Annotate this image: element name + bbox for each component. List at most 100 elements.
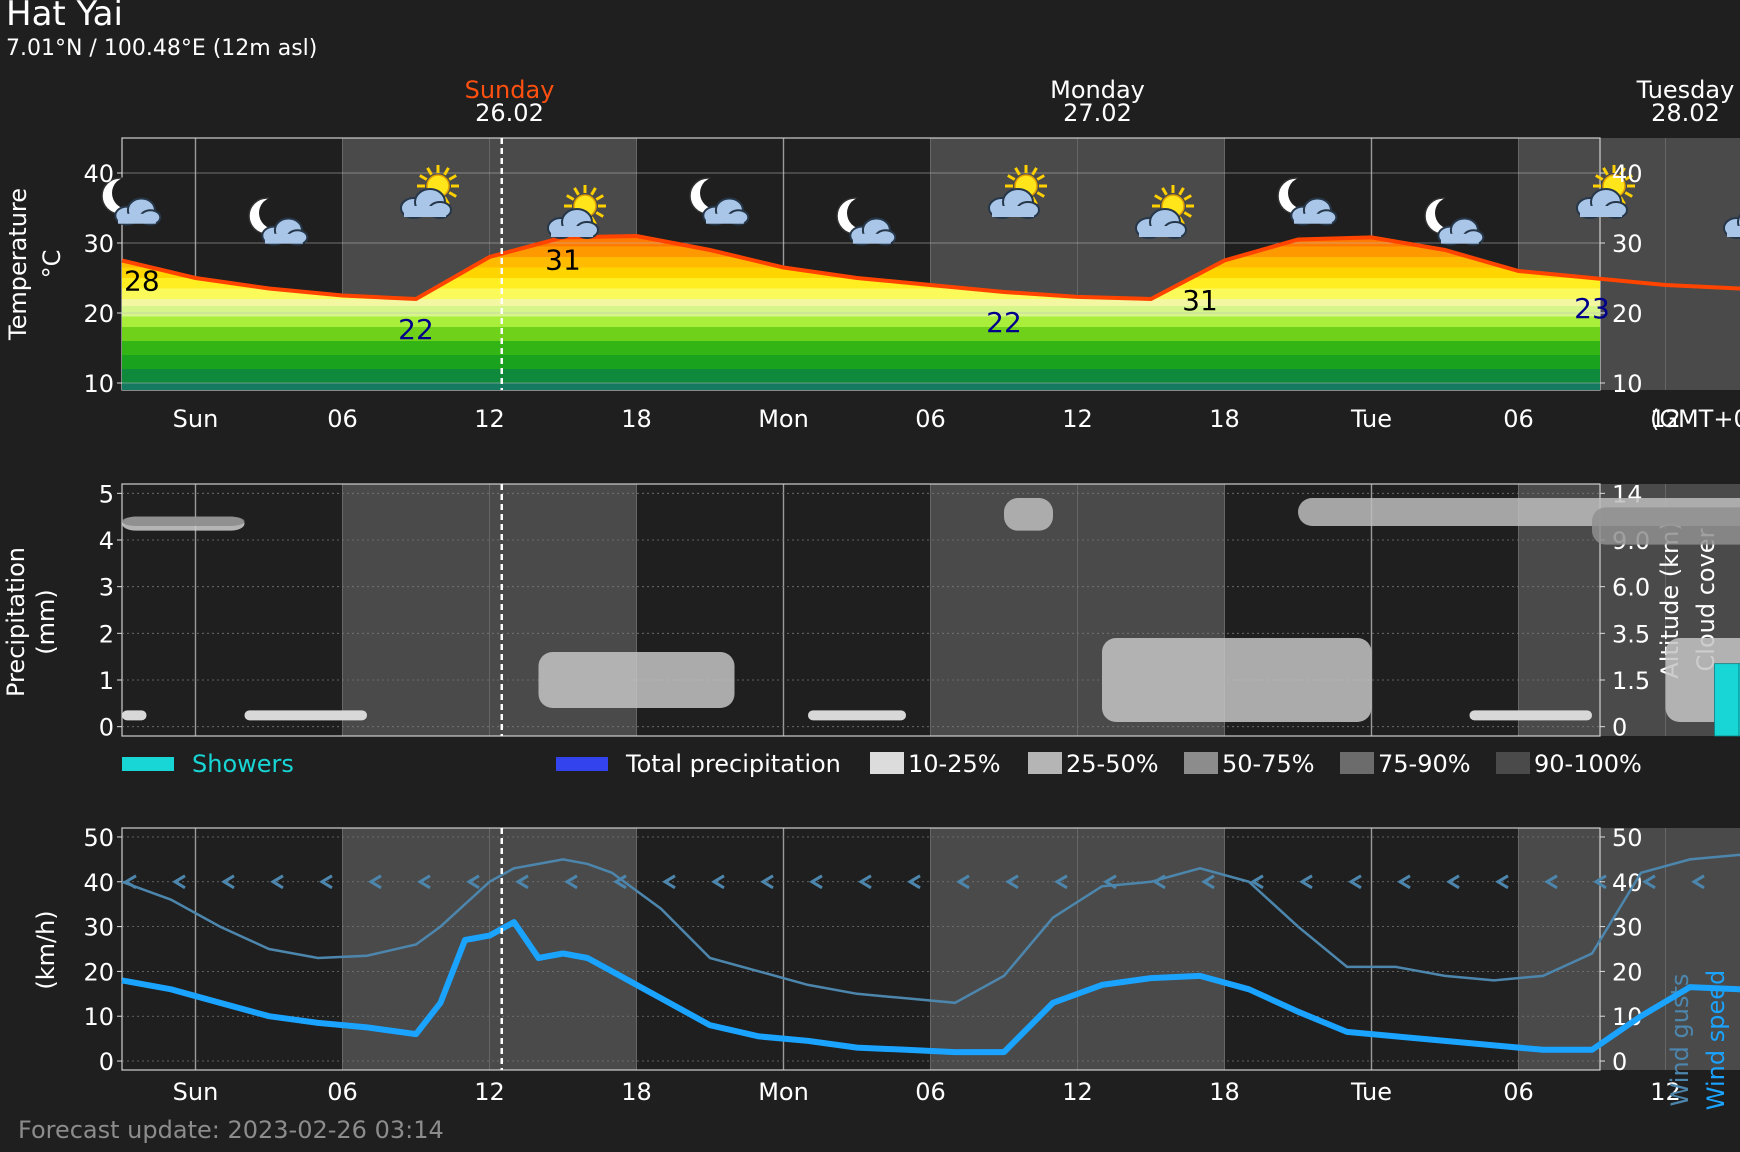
sun-ray [595,211,604,218]
wind-direction-arrow [760,874,774,890]
temperature-band [122,341,1600,355]
wind-direction-arrow [662,874,676,890]
weather-icons [101,165,1740,246]
cloud-cover-blob [122,516,245,526]
wind-direction-arrow [956,874,970,890]
sun-ray [1595,174,1604,181]
sun-ray [595,194,604,201]
x-tick-label: 06 [327,405,358,433]
arrow-head [564,874,578,890]
wind-direction-arrow [1054,874,1068,890]
x-tick-label: Tue [1350,405,1392,433]
cloud-part [1580,206,1622,217]
sun-cloud-icon [1576,165,1635,219]
temp-ytick-right: 20 [1612,300,1643,328]
wind-direction-arrow [858,874,872,890]
arrow-head [1397,874,1411,890]
arrow-head [1348,874,1362,890]
arrow-head [858,874,872,890]
wind-ytick: 40 [83,869,114,897]
temperature-band [122,327,1600,341]
sun-ray [590,187,597,196]
cloud-cover-layer [122,498,1740,722]
wind-direction-arrow [613,874,627,890]
legend-label-showers: Showers [192,750,294,778]
wind-direction-arrow [1593,874,1607,890]
x-tick-label: 06 [915,1078,946,1106]
night-cloudy-icon [1424,197,1485,246]
sun-ray [1014,167,1021,176]
temperature-line [121,233,1740,302]
cloud-part [1294,213,1332,224]
wind-direction-arrow [1397,874,1411,890]
wind-chart [121,836,1740,1062]
temperature-label: 22 [398,313,434,346]
sun-ray [566,194,575,201]
arrow-head [1299,874,1313,890]
legend-label-cloud: 25-50% [1066,750,1159,778]
wind-direction-arrow [270,874,284,890]
arrow-head [711,874,725,890]
wind-ytick: 50 [83,824,114,852]
x-tick-label: 12 [474,405,505,433]
arrow-head [1495,874,1509,890]
legend-label-cloud: 90-100% [1534,750,1642,778]
x-tick-label: 12 [1062,1078,1093,1106]
wind-direction-arrow [417,874,431,890]
wind-ytick-right: 0 [1612,1048,1627,1076]
cloud-part [265,233,303,244]
arrow-head [907,874,921,890]
wind-direction-arrow [711,874,725,890]
sun-cloud-icon [1135,185,1194,239]
sun-ray [448,174,457,181]
sun-ray [443,167,450,176]
arrow-head [319,874,333,890]
wind-ytick-right: 20 [1612,958,1643,986]
wind-axis-title: (km/h) [32,910,60,989]
arrow-head [662,874,676,890]
precipitation-legend: Showers Total precipitation 10-25% 25-50% 50… [122,750,1642,778]
cloud-cover-blob [1102,638,1372,722]
prec-ytick-right: 0 [1612,714,1627,742]
sun-ray [448,191,457,198]
x-tick-label: 12 [1062,405,1093,433]
cloud-part [404,206,446,217]
legend-swatch-cloud [1340,752,1374,774]
x-tick-label: Sun [173,405,219,433]
cloud-cover-blob [244,710,367,721]
sun-ray [1624,191,1633,198]
cloud-part [1139,226,1181,237]
wind-direction-arrow [1201,874,1215,890]
temperature-band [122,316,1600,327]
cloud-part [118,213,156,224]
temperature-band [122,278,1600,289]
wind-direction-arrow [1005,874,1019,890]
x-tick-label: Mon [758,405,809,433]
wind-direction-arrow [123,874,137,890]
sun-ray [1036,191,1045,198]
temperature-band [122,355,1600,369]
wind-frame [121,827,1601,1071]
wind-ytick: 0 [99,1048,114,1076]
legend-swatch-total [556,757,608,771]
sun-ray [1161,187,1168,196]
wind-direction-arrow [564,874,578,890]
legend-label-cloud: 10-25% [908,750,1001,778]
x-tick-label: Tue [1350,1078,1392,1106]
night-partly-cloudy-icon [248,197,309,246]
sun-ray [1007,174,1016,181]
night-cloudy-icon [1277,177,1338,226]
wind-direction-arrow [1495,874,1509,890]
day-date: 28.02 [1651,99,1720,127]
cloud-cover-blob [122,710,147,721]
wind-direction-arrow [1348,874,1362,890]
temperature-axis-title: Temperature [4,188,32,341]
wind-direction-arrow [221,874,235,890]
temperature-unit: °C [38,250,66,279]
wind-direction-arrow [1642,874,1656,890]
legend-swatch-cloud [1496,752,1530,774]
arrow-head [1593,874,1607,890]
sun-cloud-icon [988,165,1047,219]
day-date: 27.02 [1063,99,1132,127]
x-tick-label: 06 [327,1078,358,1106]
